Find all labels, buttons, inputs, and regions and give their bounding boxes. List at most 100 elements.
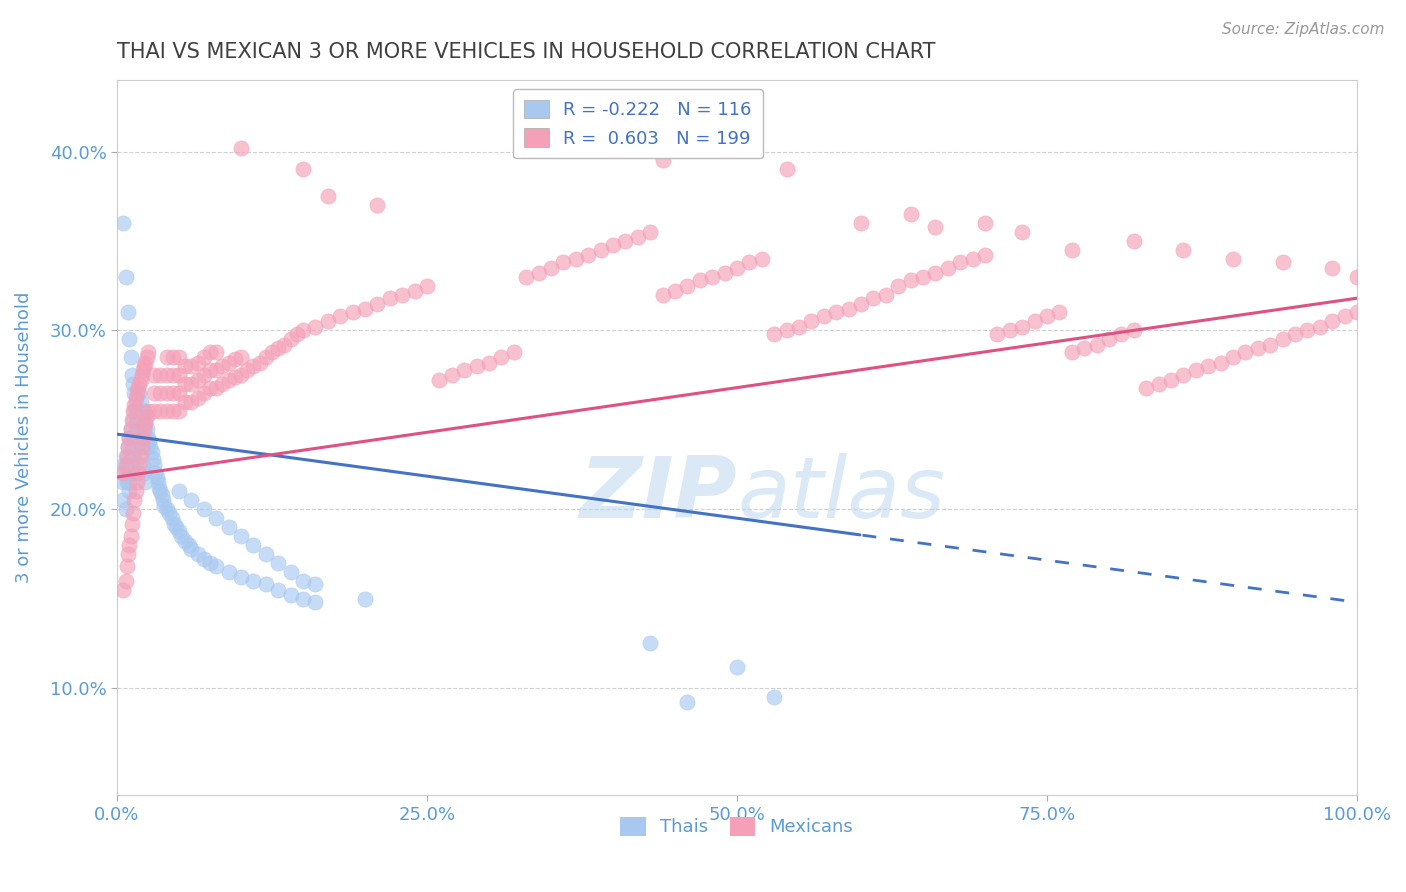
- Point: [148, 481, 170, 495]
- Point: [1122, 234, 1144, 248]
- Point: [127, 422, 149, 436]
- Point: [218, 565, 240, 579]
- Point: [135, 409, 157, 424]
- Point: [115, 458, 138, 472]
- Point: [849, 216, 872, 230]
- Point: [135, 422, 157, 436]
- Point: [205, 559, 228, 574]
- Text: THAI VS MEXICAN 3 OR MORE VEHICLES IN HOUSEHOLD CORRELATION CHART: THAI VS MEXICAN 3 OR MORE VEHICLES IN HO…: [117, 42, 935, 62]
- Point: [1234, 344, 1257, 359]
- Point: [112, 493, 135, 508]
- Point: [763, 326, 786, 341]
- Point: [155, 368, 177, 383]
- Point: [229, 529, 252, 543]
- Point: [129, 417, 152, 431]
- Point: [149, 484, 172, 499]
- Point: [122, 440, 145, 454]
- Point: [291, 323, 314, 337]
- Point: [936, 260, 959, 275]
- Point: [553, 255, 575, 269]
- Point: [1111, 326, 1133, 341]
- Point: [174, 534, 197, 549]
- Point: [170, 529, 193, 543]
- Point: [187, 392, 209, 406]
- Point: [162, 404, 184, 418]
- Point: [122, 413, 145, 427]
- Point: [949, 255, 972, 269]
- Point: [187, 374, 209, 388]
- Point: [120, 449, 142, 463]
- Point: [174, 395, 197, 409]
- Point: [211, 359, 233, 373]
- Point: [167, 386, 190, 401]
- Point: [229, 350, 252, 364]
- Point: [1346, 305, 1368, 319]
- Point: [143, 368, 166, 383]
- Point: [576, 248, 599, 262]
- Point: [775, 162, 797, 177]
- Point: [143, 386, 166, 401]
- Point: [974, 216, 997, 230]
- Point: [638, 636, 661, 650]
- Point: [304, 577, 326, 591]
- Point: [515, 269, 537, 284]
- Point: [180, 493, 202, 508]
- Point: [149, 404, 172, 418]
- Point: [627, 230, 650, 244]
- Point: [478, 355, 501, 369]
- Point: [180, 377, 202, 392]
- Point: [198, 362, 221, 376]
- Point: [131, 368, 153, 383]
- Point: [129, 449, 152, 463]
- Point: [155, 502, 177, 516]
- Point: [911, 269, 934, 284]
- Point: [187, 355, 209, 369]
- Point: [291, 574, 314, 588]
- Point: [1333, 309, 1355, 323]
- Point: [986, 326, 1008, 341]
- Point: [924, 219, 946, 234]
- Point: [112, 475, 135, 490]
- Point: [304, 595, 326, 609]
- Point: [167, 350, 190, 364]
- Point: [124, 449, 146, 463]
- Point: [143, 458, 166, 472]
- Point: [329, 309, 352, 323]
- Point: [114, 449, 136, 463]
- Point: [121, 431, 143, 445]
- Point: [198, 344, 221, 359]
- Point: [127, 381, 149, 395]
- Point: [117, 305, 139, 319]
- Point: [304, 319, 326, 334]
- Point: [962, 252, 984, 266]
- Point: [153, 499, 176, 513]
- Point: [242, 574, 264, 588]
- Point: [291, 162, 314, 177]
- Point: [131, 445, 153, 459]
- Point: [138, 434, 160, 449]
- Point: [249, 355, 271, 369]
- Point: [167, 524, 190, 538]
- Point: [125, 413, 148, 427]
- Point: [115, 475, 138, 490]
- Point: [565, 252, 588, 266]
- Point: [1173, 368, 1195, 383]
- Point: [124, 440, 146, 454]
- Point: [121, 449, 143, 463]
- Point: [134, 355, 156, 369]
- Point: [825, 305, 848, 319]
- Point: [160, 511, 183, 525]
- Point: [924, 266, 946, 280]
- Point: [813, 309, 835, 323]
- Point: [187, 547, 209, 561]
- Point: [124, 395, 146, 409]
- Point: [141, 445, 163, 459]
- Point: [1011, 319, 1033, 334]
- Point: [121, 467, 143, 481]
- Point: [205, 381, 228, 395]
- Point: [134, 417, 156, 431]
- Point: [120, 467, 142, 481]
- Point: [118, 475, 141, 490]
- Point: [128, 431, 150, 445]
- Point: [1047, 305, 1070, 319]
